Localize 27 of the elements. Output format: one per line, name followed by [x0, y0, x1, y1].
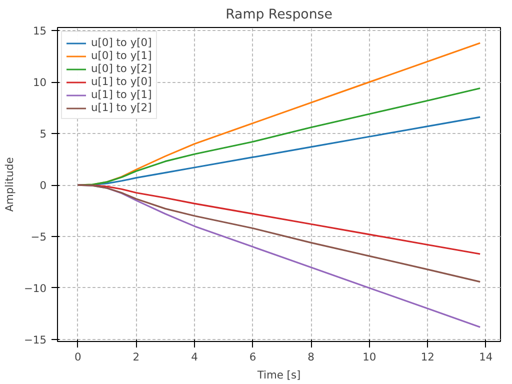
y-tick-label: 0 — [40, 179, 47, 192]
legend-label: u[1] to y[0] — [91, 75, 152, 88]
y-tick-label: 10 — [32, 76, 47, 90]
x-tick-label: 14 — [479, 350, 493, 364]
x-tick-label: 6 — [249, 350, 256, 364]
line-series — [77, 184, 481, 283]
y-tick-label: −10 — [24, 282, 47, 295]
line-series — [77, 87, 481, 186]
y-tick-label: −15 — [24, 333, 47, 346]
y-tick-label: 15 — [32, 24, 47, 38]
y-tick-label: 5 — [40, 128, 46, 141]
legend-label: u[0] to y[2] — [91, 62, 152, 75]
y-tick-label: −5 — [30, 230, 47, 244]
y-axis-title: Amplitude — [3, 157, 16, 212]
x-tick-label: 12 — [420, 350, 434, 364]
legend-label: u[0] to y[1] — [91, 49, 152, 62]
x-tick-label: 4 — [191, 350, 198, 364]
x-axis-title: Time [s] — [256, 368, 301, 382]
x-tick-label: 8 — [308, 350, 315, 364]
x-tick-label: 10 — [362, 350, 376, 364]
x-tick-label: 2 — [132, 350, 140, 364]
chart-title: Ramp Response — [226, 8, 332, 22]
x-tick-label: 0 — [74, 350, 82, 364]
legend-label: u[0] to y[0] — [91, 36, 152, 49]
legend-label: u[1] to y[2] — [91, 101, 152, 114]
line-series — [77, 184, 481, 255]
legend-label: u[1] to y[1] — [91, 88, 152, 101]
